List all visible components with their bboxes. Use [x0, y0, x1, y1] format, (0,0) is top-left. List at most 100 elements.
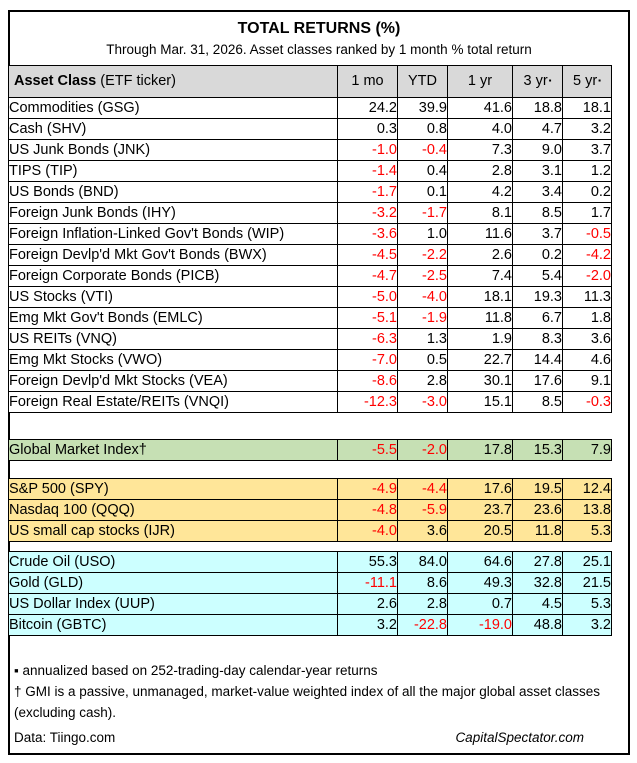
table-row: US Junk Bonds (JNK) -1.0 -0.4 7.3 9.0 3.7 [8, 138, 612, 161]
value-cell: 1.7 [562, 201, 612, 224]
value-cell: -8.6 [337, 369, 398, 392]
annualized-marker-icon: ▪ [548, 75, 552, 85]
value-cell: 7.4 [447, 264, 513, 287]
table-row: Gold (GLD) -11.1 8.6 49.3 32.8 21.5 [8, 571, 612, 594]
value-cell: 4.2 [447, 180, 513, 203]
data-source: Data: Tiingo.com [14, 730, 116, 745]
value-cell: 8.3 [512, 327, 563, 350]
asset-label-cell: Bitcoin (GBTC) [8, 613, 338, 636]
value-cell: 22.7 [447, 348, 513, 371]
value-cell: 15.1 [447, 390, 513, 413]
table-row: S&P 500 (SPY) -4.9 -4.4 17.6 19.5 12.4 [8, 477, 612, 500]
asset-label-cell: US Dollar Index (UUP) [8, 592, 338, 615]
asset-label-cell: US small cap stocks (IJR) [8, 519, 338, 542]
value-cell: 0.3 [337, 117, 398, 140]
value-cell: 3.6 [397, 519, 448, 542]
value-cell: 3.2 [562, 613, 612, 636]
value-cell: -3.0 [397, 390, 448, 413]
value-cell: 4.0 [447, 117, 513, 140]
value-cell: 3.7 [562, 138, 612, 161]
table-row: Nasdaq 100 (QQQ) -4.8 -5.9 23.7 23.6 13.8 [8, 498, 612, 521]
value-cell: 27.8 [512, 550, 563, 573]
table-row: Bitcoin (GBTC) 3.2 -22.8 -19.0 48.8 3.2 [8, 613, 612, 636]
asset-label-cell: Foreign Devlp'd Mkt Stocks (VEA) [8, 369, 338, 392]
alternatives-body: Crude Oil (USO) 55.3 84.0 64.6 27.8 25.1 Gold … [8, 550, 612, 636]
value-cell: 17.6 [447, 477, 513, 500]
value-cell: 0.5 [397, 348, 448, 371]
value-cell: 5.3 [562, 519, 612, 542]
value-cell: 13.8 [562, 498, 612, 521]
value-cell: 8.5 [512, 390, 563, 413]
value-cell: -0.3 [562, 390, 612, 413]
value-cell: 32.8 [512, 571, 563, 594]
value-cell: -3.6 [337, 222, 398, 245]
value-cell: 64.6 [447, 550, 513, 573]
value-cell: 0.7 [447, 592, 513, 615]
value-cell: 0.1 [397, 180, 448, 203]
value-cell: -1.4 [337, 159, 398, 182]
asset-returns-table: Asset Class (ETF ticker) 1 mo YTD 1 yr 3 yr… [8, 64, 612, 413]
value-cell: 0.2 [512, 243, 563, 266]
value-cell: 55.3 [337, 550, 398, 573]
footnote-gmi: † GMI is a passive, unmanaged, market-va… [14, 683, 601, 720]
table-header-row: Asset Class (ETF ticker) 1 mo YTD 1 yr 3 yr… [8, 64, 612, 98]
column-header-1-yr: 1 yr [447, 64, 513, 98]
value-cell: -1.7 [337, 180, 398, 203]
value-cell: 5.4 [512, 264, 563, 287]
value-cell: 5.3 [562, 592, 612, 615]
value-cell: -4.2 [562, 243, 612, 266]
value-cell: 8.1 [447, 201, 513, 224]
table-row: Foreign Corporate Bonds (PICB) -4.7 -2.5 7.… [8, 264, 612, 287]
asset-label-cell: Foreign Inflation-Linked Gov't Bonds (WI… [8, 222, 338, 245]
table-row: Foreign Devlp'd Mkt Stocks (VEA) -8.6 2.8 3… [8, 369, 612, 392]
asset-class-header-bold: Asset Class [14, 73, 97, 90]
asset-classes-body: Commodities (GSG) 24.2 39.9 41.6 18.8 18.1 Cas… [8, 96, 612, 413]
value-cell: -5.0 [337, 285, 398, 308]
value-cell: 24.2 [337, 96, 398, 119]
value-cell: 6.7 [512, 306, 563, 329]
value-cell: -3.2 [337, 201, 398, 224]
figure-subtitle: Through Mar. 31, 2026. Asset classes ran… [106, 42, 532, 58]
value-cell: -19.0 [447, 613, 513, 636]
value-cell: 11.8 [447, 306, 513, 329]
value-cell: 17.8 [447, 438, 513, 461]
value-cell: 0.4 [397, 159, 448, 182]
asset-label-cell: Gold (GLD) [8, 571, 338, 594]
value-cell: -4.5 [337, 243, 398, 266]
value-cell: -12.3 [337, 390, 398, 413]
table-row: TIPS (TIP) -1.4 0.4 2.8 3.1 1.2 [8, 159, 612, 182]
value-cell: -4.7 [337, 264, 398, 287]
value-cell: 84.0 [397, 550, 448, 573]
value-cell: -4.8 [337, 498, 398, 521]
value-cell: 4.7 [512, 117, 563, 140]
value-cell: 41.6 [447, 96, 513, 119]
value-cell: -1.0 [337, 138, 398, 161]
value-cell: 1.2 [562, 159, 612, 182]
value-cell: 7.3 [447, 138, 513, 161]
value-cell: 25.1 [562, 550, 612, 573]
table-row: Foreign Inflation-Linked Gov't Bonds (WI… [8, 222, 612, 245]
benchmarks-body: S&P 500 (SPY) -4.9 -4.4 17.6 19.5 12.4 Nasdaq … [8, 477, 612, 542]
value-cell: -5.5 [337, 438, 398, 461]
value-cell: 0.2 [562, 180, 612, 203]
value-cell: 3.6 [562, 327, 612, 350]
value-cell: -5.1 [337, 306, 398, 329]
value-cell: 12.4 [562, 477, 612, 500]
asset-label-cell: TIPS (TIP) [8, 159, 338, 182]
asset-label-cell: Emg Mkt Gov't Bonds (EMLC) [8, 306, 338, 329]
value-cell: -4.4 [397, 477, 448, 500]
value-cell: 39.9 [397, 96, 448, 119]
asset-label-cell: Foreign Devlp'd Mkt Gov't Bonds (BWX) [8, 243, 338, 266]
value-cell: 9.0 [512, 138, 563, 161]
value-cell: -4.9 [337, 477, 398, 500]
value-cell: 14.4 [512, 348, 563, 371]
gmi-body: Global Market Index† -5.5 -2.0 17.8 15.3 7.9 [8, 438, 612, 461]
asset-label-cell: Crude Oil (USO) [8, 550, 338, 573]
asset-label-cell: Foreign Corporate Bonds (PICB) [8, 264, 338, 287]
value-cell: 11.6 [447, 222, 513, 245]
asset-label-cell: Foreign Junk Bonds (IHY) [8, 201, 338, 224]
value-cell: 2.8 [397, 369, 448, 392]
value-cell: 19.5 [512, 477, 563, 500]
table-row: Emg Mkt Stocks (VWO) -7.0 0.5 22.7 14.4 4.6 [8, 348, 612, 371]
value-cell: 11.3 [562, 285, 612, 308]
